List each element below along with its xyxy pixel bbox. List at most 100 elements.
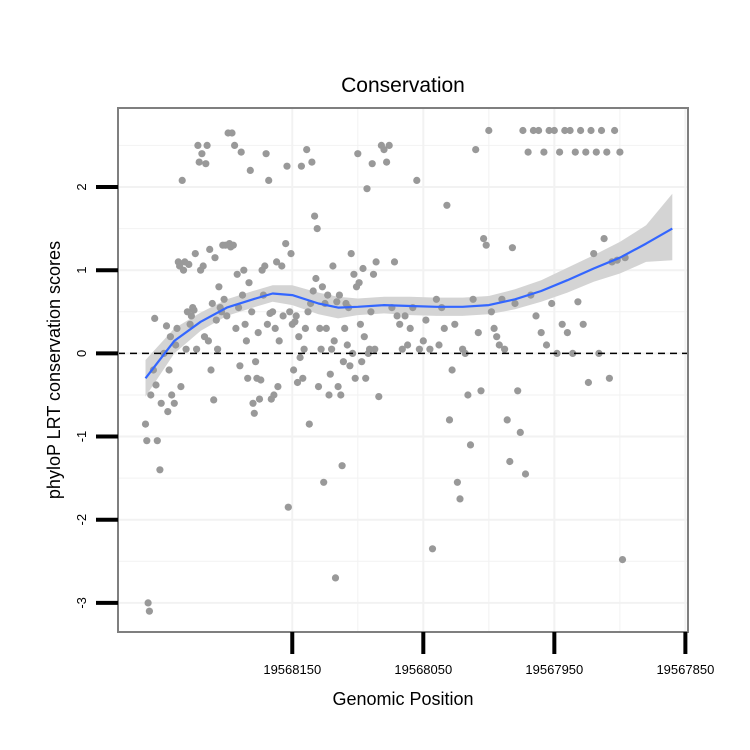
data-point	[372, 258, 380, 266]
data-point	[240, 266, 248, 274]
data-point	[308, 158, 316, 166]
y-tick-label: 1	[74, 267, 89, 274]
data-point	[204, 337, 212, 345]
data-point	[511, 299, 519, 308]
data-point	[152, 381, 160, 389]
data-point	[186, 320, 194, 328]
data-point	[265, 176, 273, 184]
data-point	[482, 241, 490, 249]
data-point	[279, 312, 287, 320]
y-tick-label: -2	[74, 514, 89, 526]
x-tick-label: 19568050	[394, 662, 452, 677]
data-point	[223, 312, 231, 320]
data-point	[233, 270, 241, 278]
data-point	[362, 374, 370, 382]
data-point	[603, 148, 611, 156]
data-point	[451, 320, 459, 328]
data-point	[252, 358, 260, 366]
data-point	[229, 241, 237, 249]
data-point	[208, 299, 216, 308]
data-point	[245, 279, 253, 287]
data-point	[490, 324, 498, 332]
confidence-band	[145, 193, 673, 397]
y-tick-label: 0	[74, 350, 89, 357]
data-point	[600, 235, 608, 243]
x-tick-label: 19567950	[525, 662, 583, 677]
data-point	[295, 333, 303, 341]
data-point	[254, 329, 262, 337]
data-point	[153, 437, 161, 445]
data-point	[141, 420, 150, 428]
data-point	[440, 324, 448, 332]
data-point	[156, 466, 164, 474]
data-point	[293, 378, 302, 387]
chart-title: Conservation	[341, 74, 465, 97]
smooth-line	[144, 227, 673, 379]
data-point	[274, 383, 282, 391]
data-point	[269, 308, 277, 316]
data-point	[577, 126, 585, 135]
data-point	[426, 345, 434, 353]
data-point	[193, 345, 201, 353]
data-point	[519, 126, 527, 135]
data-point	[143, 437, 151, 445]
data-point	[309, 287, 317, 295]
data-point	[563, 329, 572, 337]
data-point	[453, 478, 461, 486]
data-point	[480, 235, 488, 243]
points	[141, 126, 629, 615]
data-point	[326, 370, 334, 378]
data-point	[164, 408, 172, 416]
data-point	[347, 250, 355, 258]
data-point	[571, 148, 579, 156]
data-point	[316, 324, 324, 332]
data-point	[338, 462, 346, 470]
data-point	[401, 312, 409, 320]
data-point	[472, 146, 480, 154]
data-point	[618, 556, 627, 564]
data-point	[151, 314, 159, 322]
data-point	[291, 318, 299, 326]
data-point	[299, 374, 307, 382]
data-point	[333, 298, 341, 306]
data-point	[324, 291, 332, 299]
data-point	[287, 250, 295, 258]
data-point	[360, 333, 368, 341]
data-point	[297, 162, 305, 170]
data-point	[545, 126, 553, 135]
data-point	[231, 141, 239, 149]
data-point	[584, 378, 593, 387]
data-point	[210, 396, 218, 404]
data-point	[168, 391, 176, 399]
data-point	[147, 391, 155, 399]
data-point	[237, 148, 245, 156]
data-point	[207, 366, 215, 374]
data-point	[241, 320, 249, 328]
data-point	[263, 320, 271, 328]
data-point	[185, 260, 193, 268]
data-point	[286, 308, 294, 316]
data-point	[592, 148, 600, 156]
data-point	[445, 416, 454, 424]
data-point	[318, 283, 326, 291]
data-point	[262, 150, 270, 158]
data-point	[250, 409, 258, 417]
data-point	[413, 176, 421, 184]
data-point	[350, 270, 358, 278]
data-point	[363, 185, 371, 193]
data-point	[469, 295, 477, 303]
data-point	[359, 264, 367, 273]
data-point	[195, 158, 203, 166]
data-point	[290, 366, 298, 374]
data-point	[351, 374, 359, 382]
data-point	[535, 126, 543, 135]
data-point	[275, 337, 283, 345]
data-point	[242, 337, 250, 345]
data-point	[198, 150, 206, 158]
data-point	[261, 262, 269, 270]
data-point	[328, 345, 336, 353]
data-point	[335, 291, 343, 299]
data-point	[313, 225, 321, 233]
data-point	[191, 250, 199, 258]
data-point	[346, 362, 354, 370]
